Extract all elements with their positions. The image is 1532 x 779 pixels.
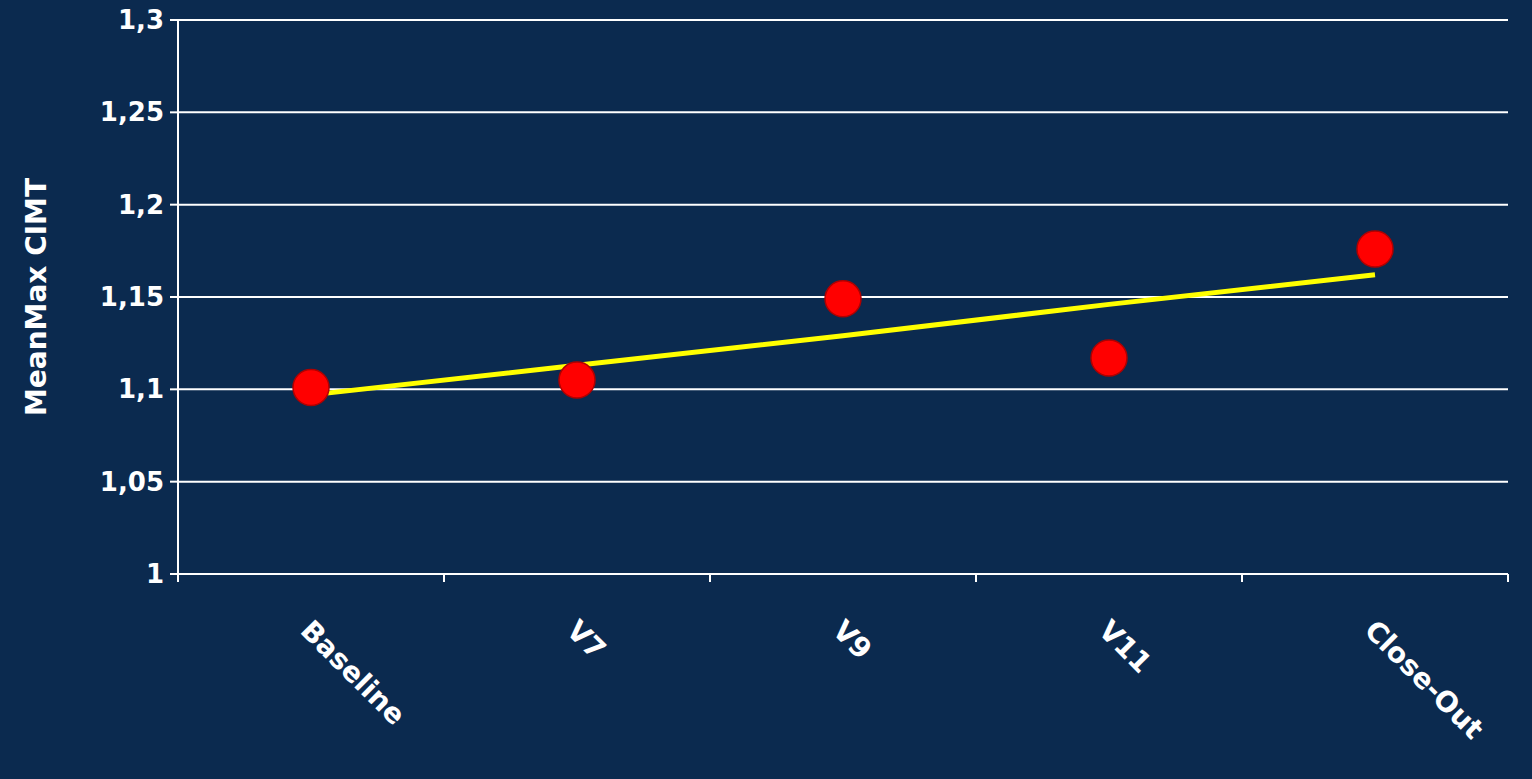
- y-tick: [170, 19, 178, 21]
- trend-line: [311, 275, 1375, 395]
- data-point: [1357, 231, 1393, 267]
- y-tick: [170, 111, 178, 113]
- chart: 1 1,05 1,1 1,15 1,2 1,25 1,3 Baseline V7 V9 V11 Clo…: [0, 0, 1532, 779]
- grid-line: [178, 19, 1508, 21]
- x-tick-label: V11: [1092, 614, 1158, 680]
- x-tick: [1507, 574, 1509, 582]
- y-axis-title: MeanMax CIMT: [20, 178, 53, 416]
- x-tick: [443, 574, 445, 582]
- y-tick-label: 1,2: [118, 190, 164, 220]
- y-tick-label: 1: [146, 559, 164, 589]
- y-tick: [170, 573, 178, 575]
- x-tick: [975, 574, 977, 582]
- y-tick: [170, 481, 178, 483]
- grid-line: [178, 111, 1508, 113]
- data-point: [559, 362, 595, 398]
- y-tick-label: 1,3: [118, 5, 164, 35]
- x-axis: [178, 573, 1508, 575]
- x-tick: [1241, 574, 1243, 582]
- x-tick-label: Baseline: [294, 614, 412, 732]
- x-tick-label: Close-Out: [1358, 614, 1490, 746]
- x-tick: [709, 574, 711, 582]
- data-point: [293, 369, 329, 405]
- y-tick: [170, 204, 178, 206]
- grid-line: [178, 481, 1508, 483]
- grid-line: [178, 573, 1508, 575]
- y-tick-label: 1,05: [100, 467, 164, 497]
- y-tick-label: 1,1: [118, 374, 164, 404]
- y-tick: [170, 388, 178, 390]
- y-tick-label: 1,15: [100, 282, 164, 312]
- x-tick-label: V7: [560, 614, 612, 666]
- grid-line: [178, 204, 1508, 206]
- x-tick-label: V9: [826, 614, 878, 666]
- y-tick: [170, 296, 178, 298]
- background: [0, 0, 1532, 779]
- data-point: [1091, 340, 1127, 376]
- y-axis: [177, 20, 179, 574]
- x-tick: [177, 574, 179, 582]
- data-point: [825, 281, 861, 317]
- y-tick-label: 1,25: [100, 97, 164, 127]
- plot-area: [293, 231, 1393, 406]
